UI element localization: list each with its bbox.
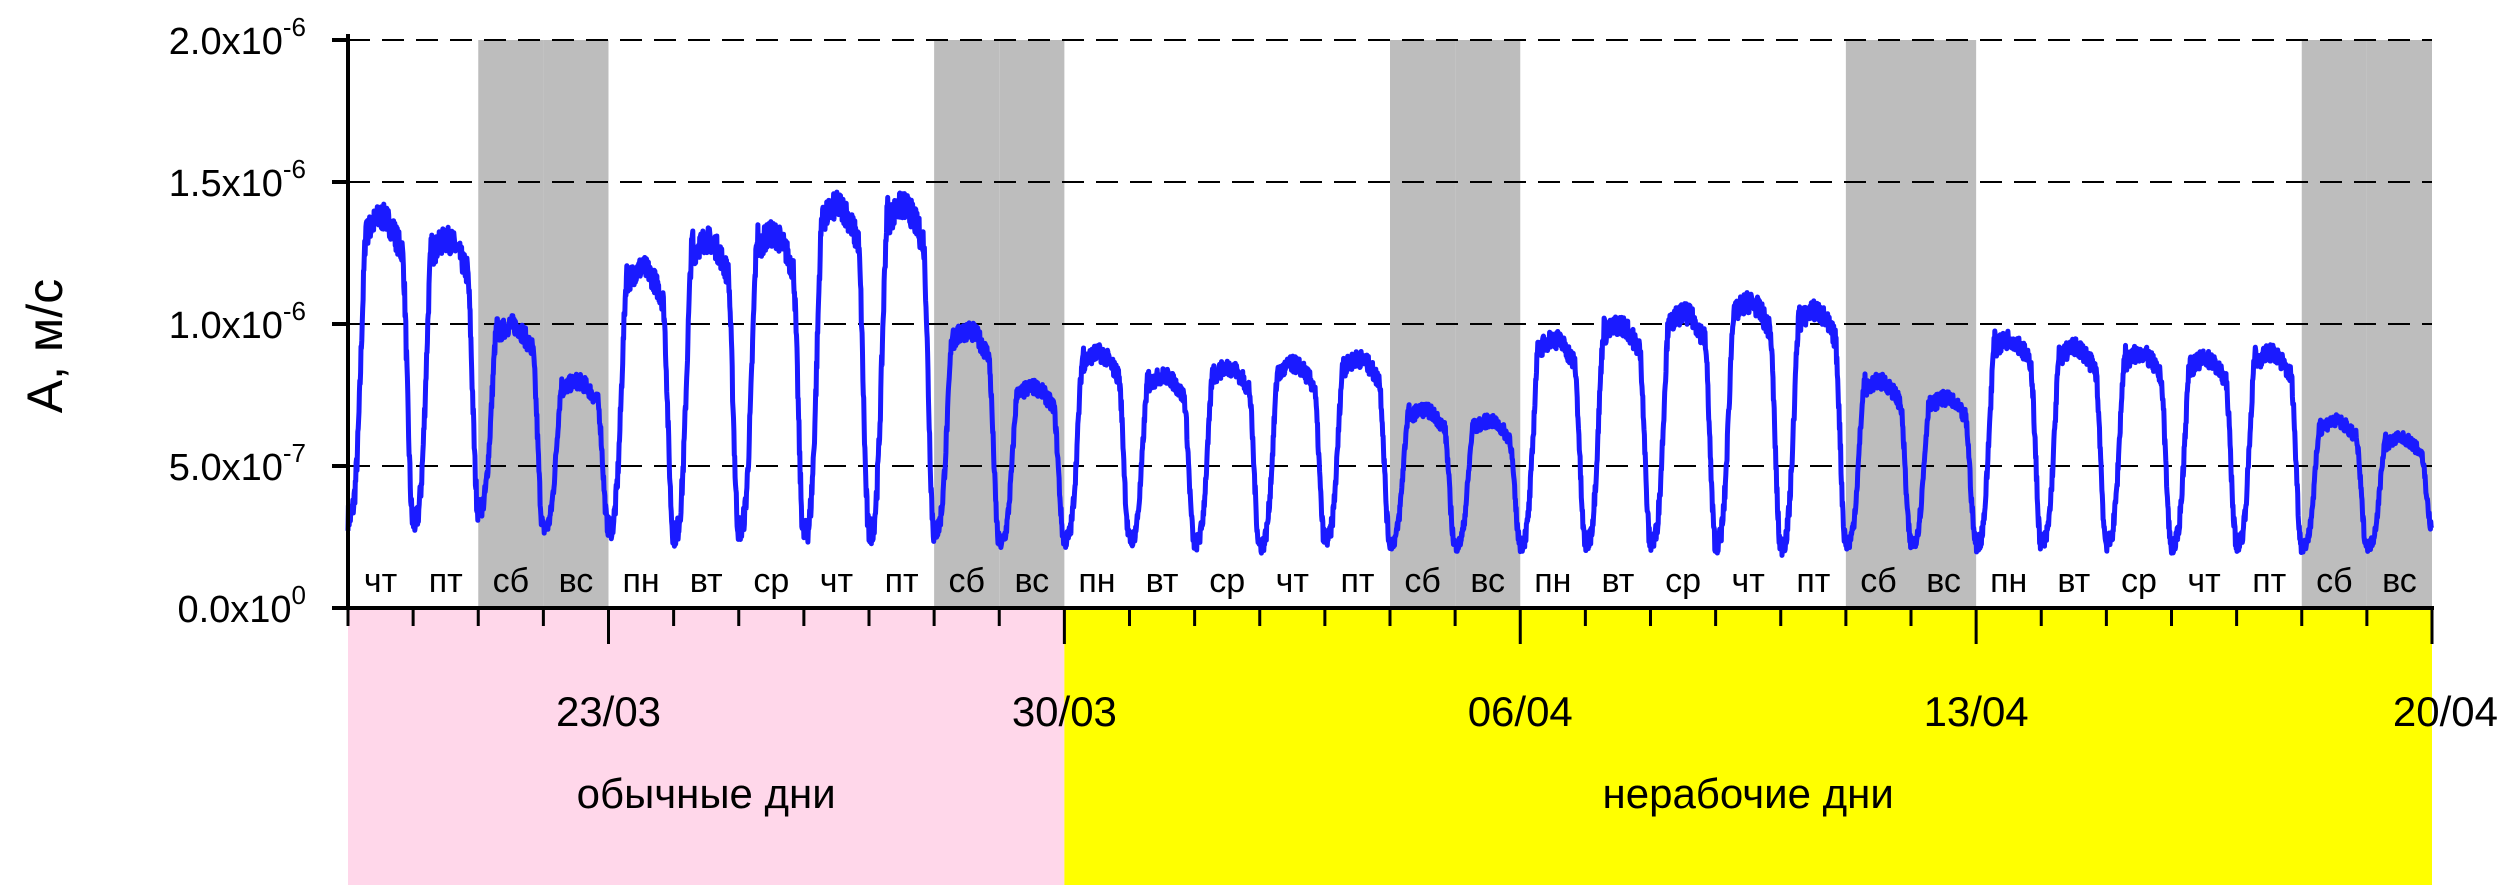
day-label: пт	[429, 562, 463, 600]
day-label: ср	[1209, 562, 1245, 600]
day-label: пт	[2252, 562, 2286, 600]
day-label: вс	[1014, 562, 1049, 600]
day-label: ср	[1665, 562, 1701, 600]
day-labels: чт пт сб вс пн вт ср чт пт сб вс пн вт ср чт пт сб вс пн вт…	[364, 562, 2417, 600]
day-label: чт	[2187, 562, 2220, 600]
day-label: сб	[948, 562, 984, 600]
y-tick-label: 5.0x10-7	[169, 438, 306, 489]
day-label: ср	[753, 562, 789, 600]
day-label: вс	[1926, 562, 1961, 600]
day-label: сб	[1860, 562, 1896, 600]
y-tick-label: 1.0x10-6	[169, 296, 306, 347]
day-label: пт	[1796, 562, 1830, 600]
day-label: пн	[1990, 562, 2027, 600]
y-axis-label: A, м/с	[17, 279, 73, 413]
date-label: 30/03	[1012, 688, 1117, 735]
day-label: чт	[364, 562, 397, 600]
y-tick-label: 1.5x10-6	[169, 154, 306, 205]
day-label: вс	[2382, 562, 2417, 600]
gridlines	[348, 39, 2432, 467]
series-line	[345, 189, 2435, 558]
axes	[332, 34, 2434, 644]
day-label: пн	[1534, 562, 1571, 600]
day-label: вт	[690, 562, 723, 600]
date-labels: 23/03 30/03 06/04 13/04 20/04	[556, 688, 2498, 735]
date-label: 23/03	[556, 688, 661, 735]
period-label: нерабочие дни	[1603, 770, 1894, 817]
period-labels: обычные дни нерабочие дни	[577, 770, 1894, 817]
day-label: чт	[1276, 562, 1309, 600]
day-label: пн	[622, 562, 659, 600]
day-label: пт	[1340, 562, 1374, 600]
day-label: вт	[1146, 562, 1179, 600]
day-label: чт	[1732, 562, 1765, 600]
period-label: обычные дни	[577, 770, 836, 817]
day-label: пт	[885, 562, 919, 600]
period-band	[1064, 608, 2432, 885]
day-label: ср	[2121, 562, 2157, 600]
date-label: 20/04	[2393, 688, 2498, 735]
day-label: чт	[820, 562, 853, 600]
day-label: вт	[1601, 562, 1634, 600]
period-band	[348, 608, 1065, 885]
day-label: пн	[1078, 562, 1115, 600]
day-label: вс	[1470, 562, 1505, 600]
day-label: вс	[559, 562, 594, 600]
y-tick-label: 2.0x10-6	[169, 12, 306, 63]
y-tick-label: 0.0x100	[177, 580, 306, 631]
date-label: 06/04	[1468, 688, 1573, 735]
day-label: сб	[2316, 562, 2352, 600]
series-path	[345, 189, 2435, 558]
day-label: сб	[493, 562, 529, 600]
y-tick-labels: 0.0x100 5.0x10-7 1.0x10-6 1.5x10-6 2.0x10-6	[169, 12, 306, 631]
day-label: сб	[1404, 562, 1440, 600]
day-label: вт	[2057, 562, 2090, 600]
date-label: 13/04	[1924, 688, 2029, 735]
